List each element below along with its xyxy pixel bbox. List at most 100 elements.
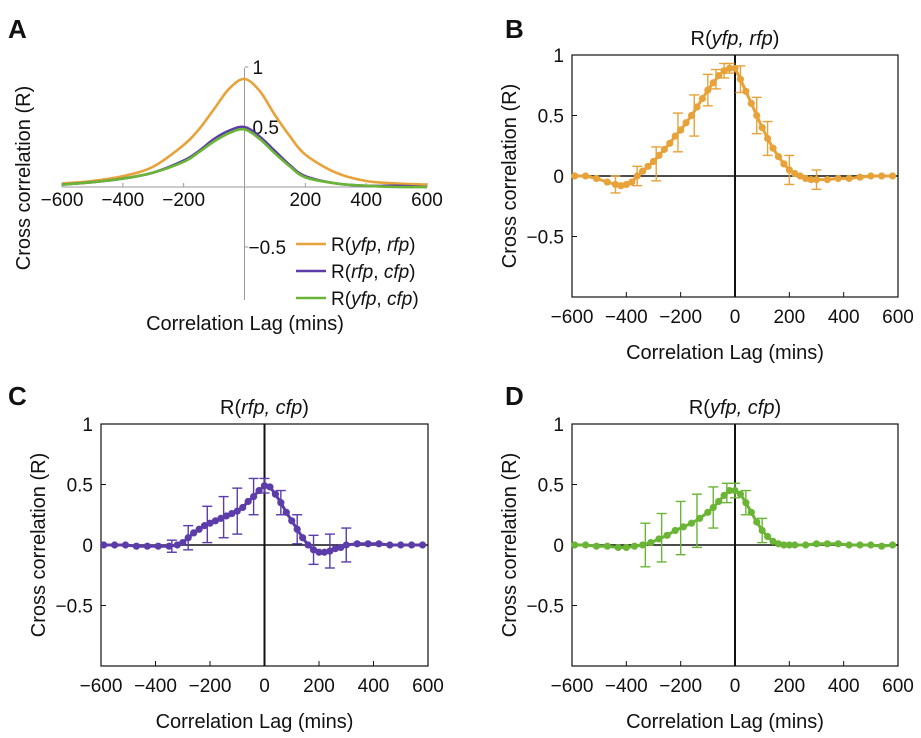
data-point — [418, 541, 427, 549]
data-point — [704, 508, 712, 516]
data-point — [758, 124, 766, 132]
data-point — [796, 172, 804, 180]
data-point — [677, 126, 685, 134]
x-tick-label: 200 — [773, 307, 805, 328]
data-point — [282, 508, 290, 516]
data-point — [244, 497, 252, 506]
data-point — [720, 67, 728, 75]
x-tick-label: −400 — [605, 307, 648, 328]
data-point — [823, 540, 831, 548]
y-tick-label: 0.5 — [538, 107, 564, 128]
data-point — [742, 499, 750, 507]
x-tick-label: −200 — [659, 676, 702, 697]
y-tick-label: 1 — [253, 58, 264, 79]
x-tick-label: −200 — [659, 307, 702, 328]
data-point — [785, 541, 793, 549]
data-point — [184, 534, 192, 542]
data-point — [211, 517, 220, 525]
data-point — [375, 540, 383, 548]
panel-a: −600 −400 −200 200 400 600 1 0.5 −0.5 R(yfp, rfp)… — [13, 58, 443, 335]
data-point — [747, 99, 755, 107]
data-point — [649, 157, 658, 166]
x-axis-label: Correlation Lag (mins) — [626, 342, 824, 364]
x-tick-label: 600 — [412, 676, 444, 697]
data-point — [217, 514, 225, 522]
chart-title: R(yfp, cfp) — [689, 397, 781, 419]
data-point — [698, 94, 707, 103]
data-point — [812, 540, 821, 548]
legend-entry: R(rfp, cfp) — [331, 262, 416, 283]
panel-letter-b: B — [505, 14, 524, 44]
y-tick-label: 0.5 — [253, 118, 279, 139]
data-point — [791, 541, 799, 549]
series-line-yfp_cfp — [61, 127, 428, 189]
data-point — [342, 541, 350, 549]
series-line-yfp_rfp — [61, 77, 428, 186]
chart-title: R(yfp, rfp) — [691, 28, 780, 50]
y-axis-label: Cross correlation (R) — [28, 453, 50, 637]
x-tick-label: 400 — [358, 676, 390, 697]
data-point — [639, 167, 647, 175]
data-point — [725, 486, 734, 495]
data-point — [571, 541, 579, 549]
x-tick-label: 200 — [289, 190, 321, 211]
data-point — [709, 503, 717, 512]
data-point — [111, 541, 119, 549]
data-point — [326, 547, 334, 555]
data-point — [742, 87, 750, 95]
y-axis-label: Cross correlation (R) — [499, 453, 521, 637]
data-point — [581, 541, 590, 549]
x-tick-label: 0 — [259, 676, 270, 697]
data-line — [574, 489, 893, 549]
data-point — [709, 79, 717, 87]
data-point — [671, 132, 679, 140]
x-tick-label: 600 — [882, 307, 914, 328]
legend: R(yfp, rfp) R(rfp, cfp) R(yfp, cfp) — [296, 235, 419, 310]
data-point — [337, 543, 345, 552]
data-point — [769, 144, 777, 152]
y-tick-label: 0 — [553, 536, 564, 557]
data-point — [845, 174, 853, 183]
data-point — [288, 517, 296, 525]
data-point — [834, 540, 842, 548]
data-point — [614, 543, 622, 552]
data-point — [715, 71, 723, 80]
data-point — [758, 526, 766, 535]
data-point — [731, 64, 739, 72]
y-tick-label: 1 — [553, 46, 564, 67]
data-line — [103, 484, 423, 554]
data-point — [386, 541, 394, 549]
data-point — [353, 540, 361, 548]
data-point — [725, 64, 734, 72]
x-tick-label: −600 — [80, 676, 123, 697]
data-point — [731, 486, 739, 495]
data-point — [622, 543, 630, 552]
data-point — [331, 545, 339, 553]
data-point — [571, 172, 579, 180]
data-point — [250, 493, 258, 501]
data-point — [834, 174, 842, 183]
x-tick-label: 600 — [411, 190, 443, 211]
data-point — [255, 486, 263, 495]
legend-entry: R(yfp, rfp) — [331, 235, 416, 256]
data-point — [277, 499, 285, 507]
data-point — [299, 534, 307, 542]
data-point — [693, 103, 701, 111]
data-point — [655, 151, 663, 160]
y-tick-label: −0.5 — [249, 238, 287, 259]
data-point — [867, 172, 875, 180]
data-point — [408, 541, 416, 549]
data-point — [774, 540, 783, 548]
chart-title: R(rfp, cfp) — [220, 397, 309, 419]
data-point — [812, 176, 821, 184]
error-bar — [651, 146, 662, 182]
panel-d: −600 −400 −200 0 200 400 600 1 0.5 0 −0.5 R(yfp, cf… — [499, 397, 914, 733]
y-tick-label: −0.5 — [55, 597, 93, 618]
data-point — [878, 172, 886, 180]
x-tick-label: −400 — [101, 190, 144, 211]
x-axis-label: Correlation Lag (mins) — [146, 313, 344, 335]
x-tick-label: −600 — [551, 676, 594, 697]
data-point — [260, 482, 269, 490]
data-point — [671, 526, 679, 535]
